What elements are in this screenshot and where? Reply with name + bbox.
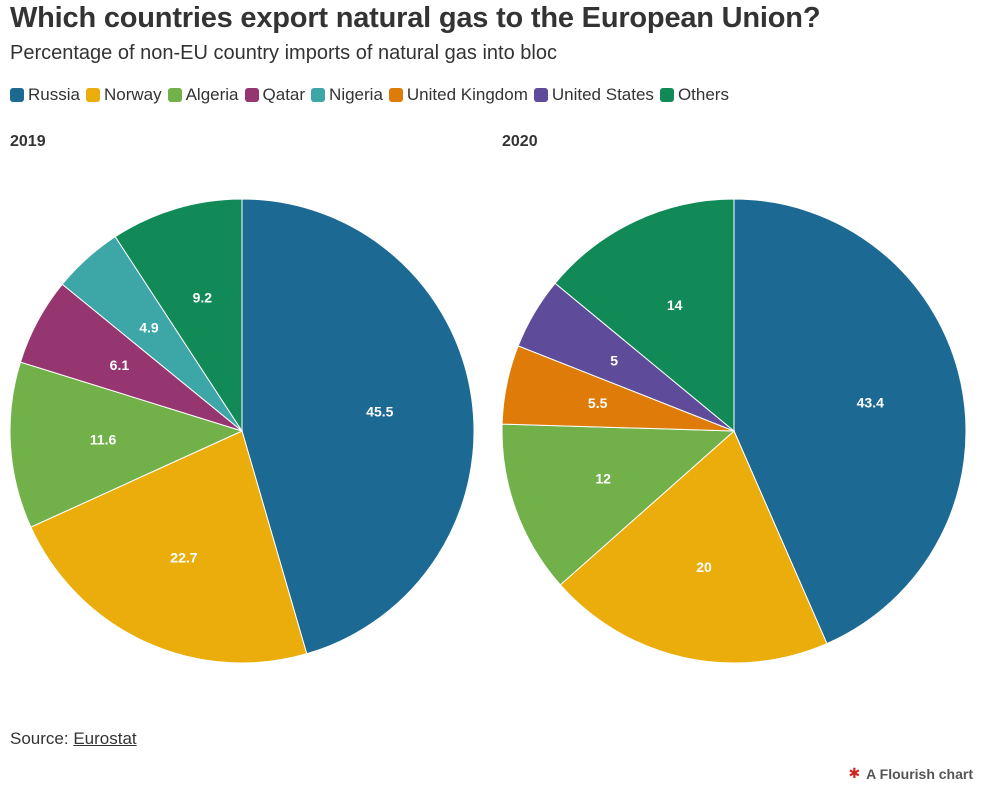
pie-charts: 2019 45.5 22.7 11.6 6.1 4.9 9.2 2020 43.4 20 12 5.5…	[9, 133, 967, 664]
pie-title-2020: 2020	[502, 133, 538, 150]
pie-label-2020-norway: 20	[696, 559, 712, 575]
source-note: Source: Eurostat	[10, 729, 137, 749]
legend-swatch	[311, 88, 326, 102]
legend-item-russia[interactable]: Russia	[10, 85, 80, 105]
legend-item-qatar[interactable]: Qatar	[244, 85, 306, 105]
legend-label: Norway	[103, 85, 162, 104]
pie-slice-2020-russia[interactable]	[733, 198, 967, 645]
pie-slice-2019-norway[interactable]	[30, 430, 308, 664]
legend-label: United Kingdom	[406, 85, 528, 104]
legend-label: Others	[677, 85, 729, 104]
pie-title-2019: 2019	[10, 133, 46, 150]
legend: Russia Norway Algeria Qatar Nigeria United Ki…	[10, 85, 735, 105]
pie-label-2019-nigeria: 4.9	[139, 319, 159, 335]
pie-label-2020-algeria: 12	[595, 470, 611, 486]
legend-swatch	[533, 88, 548, 102]
pie-slice-2019-algeria[interactable]	[9, 361, 244, 528]
pie-slice-2020-norway[interactable]	[559, 430, 828, 664]
legend-label: Qatar	[262, 85, 306, 104]
pie-slice-2020-others[interactable]	[554, 198, 735, 433]
legend-item-united-kingdom[interactable]: United Kingdom	[388, 85, 528, 105]
pie-label-2019-russia: 45.5	[366, 403, 393, 419]
chart-title: Which countries export natural gas to th…	[10, 2, 821, 34]
pie-label-2020-russia: 43.4	[857, 395, 884, 411]
legend-swatch	[659, 88, 674, 102]
flourish-credit[interactable]: ✱ A Flourish chart	[848, 765, 973, 782]
legend-swatch	[85, 88, 100, 102]
pie-label-2020-united-kingdom: 5.5	[588, 395, 608, 411]
legend-label: United States	[551, 85, 654, 104]
legend-label: Russia	[28, 85, 80, 104]
pie-label-2020-others: 14	[667, 297, 683, 313]
legend-label: Nigeria	[329, 85, 383, 104]
legend-item-norway[interactable]: Norway	[85, 85, 162, 105]
flourish-logo-icon: ✱	[848, 765, 861, 781]
pie-label-2019-algeria: 11.6	[90, 432, 117, 448]
pie-slice-2019-others[interactable]	[114, 198, 243, 433]
source-link[interactable]: Eurostat	[73, 729, 137, 748]
pie-label-2019-others: 9.2	[193, 290, 213, 306]
pie-slice-2020-algeria[interactable]	[501, 423, 736, 586]
legend-swatch	[167, 88, 182, 102]
legend-label: Algeria	[185, 85, 239, 104]
legend-item-others[interactable]: Others	[659, 85, 729, 105]
legend-item-united-states[interactable]: United States	[533, 85, 654, 105]
legend-item-algeria[interactable]: Algeria	[167, 85, 239, 105]
source-prefix: Source:	[10, 729, 74, 748]
pie-label-2019-qatar: 6.1	[110, 357, 130, 373]
pie-label-2020-united-states: 5	[610, 352, 618, 368]
chart-subtitle: Percentage of non-EU country imports of …	[10, 42, 557, 64]
legend-swatch	[388, 88, 403, 102]
legend-swatch	[10, 88, 24, 102]
legend-swatch	[244, 88, 259, 102]
pie-slice-2019-russia[interactable]	[241, 198, 475, 655]
pie-label-2019-norway: 22.7	[170, 550, 197, 566]
flourish-credit-label: A Flourish chart	[866, 765, 973, 782]
legend-item-nigeria[interactable]: Nigeria	[311, 85, 383, 105]
